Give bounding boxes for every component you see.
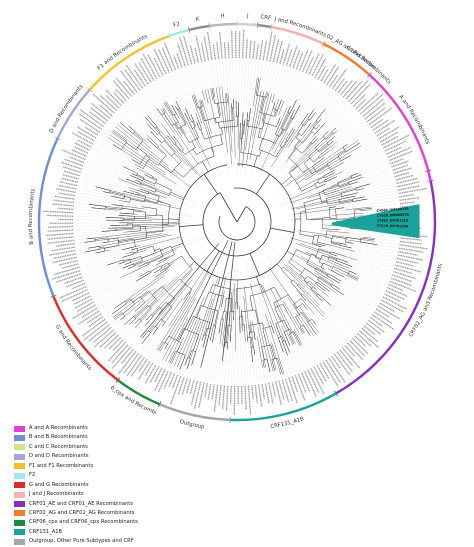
- clade-label: CRF131_A1B: [270, 416, 305, 430]
- legend-label: B and B Recombinants: [29, 433, 88, 442]
- legend-item: CRF01_AE and CRF01_AE Recombinants: [14, 500, 254, 509]
- clade-arc: [39, 138, 58, 296]
- clade-label: K: [195, 16, 200, 23]
- clade-label: CRF02_AG and Recombinants: [408, 263, 444, 339]
- legend-label: C and C Recombinants: [29, 443, 88, 452]
- clade-arc: [169, 30, 189, 36]
- legend-item: C and C Recombinants: [14, 443, 254, 452]
- legend-item: J and J Recombinants: [14, 490, 254, 499]
- legend-label: Outgroup, Other Pure Subtypes and CRF: [29, 537, 134, 546]
- legend-label: CRF06_cpx and CRF06_cpx Recombinants: [29, 518, 138, 527]
- legend-label: F1 and F1 Recombinants: [29, 462, 93, 471]
- legend-swatch: [14, 473, 25, 479]
- legend-item: F2: [14, 471, 254, 480]
- highlighted-taxon: CY118_OP781330: [377, 224, 409, 229]
- legend-item: CRF02_AG and CRF02_AG Recombinants: [14, 509, 254, 518]
- legend-label: CRF131_A1B: [29, 528, 62, 537]
- legend-item: CRF06_cpx and CRF06_cpx Recombinants: [14, 518, 254, 527]
- legend-label: J and J Recombinants: [29, 490, 84, 499]
- legend-label: A and A Recombinants: [29, 424, 88, 433]
- legend-swatch: [14, 539, 25, 545]
- clade-arc: [336, 171, 435, 394]
- legend-label: CRF02_AG and CRF02_AG Recombinants: [29, 509, 134, 518]
- legend-item: CRF131_A1B: [14, 528, 254, 537]
- legend-swatch: [14, 444, 25, 450]
- legend-swatch: [14, 426, 25, 432]
- clade-label: D and Recombinants: [49, 84, 85, 134]
- legend-swatch: [14, 463, 25, 469]
- clade-label: H: [220, 13, 224, 19]
- legend-swatch: [14, 492, 25, 498]
- clade-label: A and Recombinants: [397, 94, 430, 145]
- clade-arc: [258, 25, 272, 27]
- clade-label: B and Recombinants: [28, 188, 37, 245]
- legend-swatch: [14, 501, 25, 507]
- highlighted-taxon: CT057_OP781329: [377, 219, 409, 223]
- legend-item: B and B Recombinants: [14, 433, 254, 442]
- legend-swatch: [14, 520, 25, 526]
- legend-item: F1 and F1 Recombinants: [14, 462, 254, 471]
- clade-label: G and Recombinants: [54, 324, 93, 372]
- legend-item: D and D Recombinants: [14, 452, 254, 461]
- legend-swatch: [14, 529, 25, 535]
- clade-arc: [209, 24, 237, 26]
- clade-arc: [237, 24, 258, 25]
- clade-arc: [160, 404, 230, 420]
- clade-label: J: [246, 13, 249, 19]
- clade-arc: [118, 380, 160, 404]
- legend-label: G and G Recombinants: [29, 481, 89, 490]
- legend-item: G and G Recombinants: [14, 481, 254, 490]
- legend-label: D and D Recombinants: [29, 452, 89, 461]
- legend-swatch: [14, 435, 25, 441]
- legend-label: F2: [29, 471, 35, 480]
- clade-label: F2: [173, 21, 181, 29]
- legend-swatch: [14, 482, 25, 488]
- legend-swatch: [14, 454, 25, 460]
- clade-arc: [189, 26, 209, 30]
- clade-label: CRF: [260, 14, 271, 21]
- legend-swatch: [14, 510, 25, 516]
- highlighted-clade: CY084_OM988330CY020_OM988335CT057_OP7813…: [332, 204, 419, 237]
- legend-item: Outgroup, Other Pure Subtypes and CRF: [14, 537, 254, 546]
- legend-label: CRF01_AE and CRF01_AE Recombinants: [29, 500, 133, 509]
- legend-item: A and A Recombinants: [14, 424, 254, 433]
